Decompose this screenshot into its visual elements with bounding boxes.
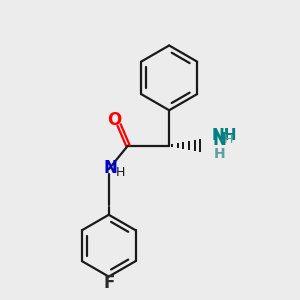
- Text: O: O: [107, 111, 121, 129]
- Text: F: F: [103, 274, 115, 292]
- Text: H: H: [214, 147, 225, 161]
- Text: N: N: [212, 131, 226, 149]
- Text: N: N: [103, 159, 117, 177]
- Text: H: H: [115, 166, 125, 178]
- Text: H: H: [224, 133, 233, 146]
- Text: NH: NH: [212, 128, 237, 142]
